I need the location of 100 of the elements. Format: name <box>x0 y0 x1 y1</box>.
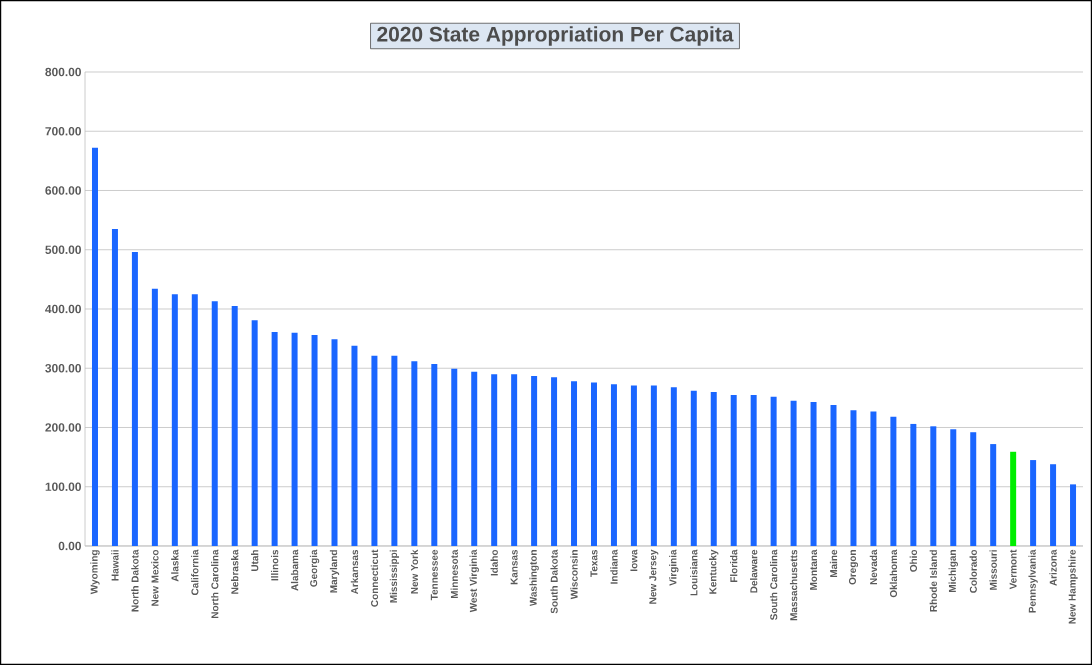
bar <box>690 390 697 546</box>
x-tick-label: Maryland <box>329 550 340 593</box>
y-tick-label: 600.00 <box>45 186 81 195</box>
bar <box>930 426 937 546</box>
bar <box>950 429 957 546</box>
x-tick-label: Alabama <box>290 549 299 591</box>
y-tick-label: 200.00 <box>45 423 81 432</box>
bar <box>371 355 378 546</box>
x-tick-label: Delaware <box>750 549 758 593</box>
bar <box>850 410 857 546</box>
bar <box>331 339 338 546</box>
bar <box>231 306 238 546</box>
bar <box>571 381 578 546</box>
x-tick-label: New Jersey <box>649 549 659 604</box>
bar <box>351 345 358 546</box>
x-tick-label: Texas <box>590 549 598 577</box>
bar <box>311 335 318 546</box>
x-tick-label: Alaska <box>171 549 179 582</box>
x-tick-label: New Mexico <box>151 549 159 606</box>
bar <box>610 384 617 546</box>
chart-title: 2020 State Appropriation Per Capita <box>377 26 734 46</box>
y-tick-label: 0.00 <box>58 541 81 551</box>
bar <box>411 361 418 546</box>
bar <box>451 368 458 546</box>
x-tick-label: Colorado <box>969 549 977 593</box>
bar <box>391 355 398 546</box>
bar <box>590 382 597 546</box>
bar <box>1010 451 1017 546</box>
bar <box>730 394 737 546</box>
x-tick-label: Pennsylvania <box>1028 549 1038 613</box>
x-tick-label: Hawaii <box>111 550 119 581</box>
x-tick-label: Connecticut <box>370 549 379 607</box>
x-tick-label: Vermont <box>1009 549 1017 590</box>
y-tick-label: 800.00 <box>45 67 81 77</box>
x-tick-label: Michigan <box>948 550 958 593</box>
bar <box>1070 484 1077 546</box>
x-tick-label: Nebraska <box>231 549 239 594</box>
x-tick-label: Louisiana <box>690 549 698 596</box>
x-tick-label: Ohio <box>909 549 918 572</box>
bar <box>551 377 558 546</box>
bar <box>431 364 438 546</box>
bar <box>790 400 797 546</box>
x-tick-label: Idaho <box>490 549 498 576</box>
x-tick-label: Florida <box>730 549 738 583</box>
bar <box>650 385 657 546</box>
bar <box>491 374 498 546</box>
x-tick-label: Kansas <box>510 549 518 585</box>
x-tick-label: North Dakota <box>131 549 139 612</box>
bar <box>630 385 637 546</box>
bar <box>970 432 977 546</box>
x-tick-label: North Carolina <box>211 549 219 619</box>
bar <box>990 444 997 546</box>
bar <box>1050 464 1057 546</box>
x-tick-label: South Dakota <box>550 549 558 614</box>
x-tick-label: West Virginia <box>469 549 479 613</box>
bar <box>91 147 98 546</box>
bar <box>810 402 817 546</box>
x-tick-label: California <box>191 549 199 596</box>
bar <box>131 252 138 546</box>
bar <box>271 332 278 546</box>
bar <box>211 301 218 546</box>
bar <box>111 229 118 546</box>
bar <box>910 423 917 546</box>
y-tick-label: 400.00 <box>45 304 81 314</box>
bar <box>531 375 538 546</box>
x-tick-label: Mississippi <box>389 550 400 603</box>
x-tick-label: Montana <box>810 549 818 590</box>
x-tick-label: Wisconsin <box>570 550 578 600</box>
x-tick-label: Kentucky <box>709 549 719 594</box>
x-tick-label: Nevada <box>869 549 878 585</box>
x-tick-label: Indiana <box>610 549 618 584</box>
x-tick-label: Iowa <box>630 549 638 571</box>
x-tick-label: Oregon <box>848 550 858 585</box>
y-tick-label: 300.00 <box>45 364 81 373</box>
bar <box>291 332 298 546</box>
x-tick-label: Rhode Island <box>929 550 937 612</box>
x-tick-label: Virginia <box>669 549 679 586</box>
x-tick-label: Illinois <box>270 549 279 581</box>
x-tick-label: Oklahoma <box>889 549 898 598</box>
x-tick-label: Arkansas <box>350 549 359 595</box>
y-tick-label: 700.00 <box>45 127 81 136</box>
bar <box>870 411 877 546</box>
y-tick-label: 500.00 <box>45 245 81 254</box>
bar <box>171 294 178 546</box>
bar <box>151 288 158 546</box>
x-tick-label: New Hampshire <box>1068 549 1078 624</box>
bar <box>750 394 757 546</box>
x-tick-label: Wyoming <box>90 550 100 595</box>
x-tick-label: Missouri <box>989 550 997 590</box>
x-tick-label: Tennessee <box>430 549 438 601</box>
bar <box>770 396 777 546</box>
x-tick-label: Arizona <box>1049 549 1057 586</box>
bar <box>830 404 837 546</box>
y-tick-label: 100.00 <box>45 482 81 491</box>
x-tick-label: Georgia <box>309 549 320 587</box>
x-tick-label: Maine <box>829 549 838 578</box>
x-tick-label: South Carolina <box>769 549 778 621</box>
bar <box>511 374 518 546</box>
bar <box>1030 460 1037 546</box>
bar <box>191 294 198 546</box>
